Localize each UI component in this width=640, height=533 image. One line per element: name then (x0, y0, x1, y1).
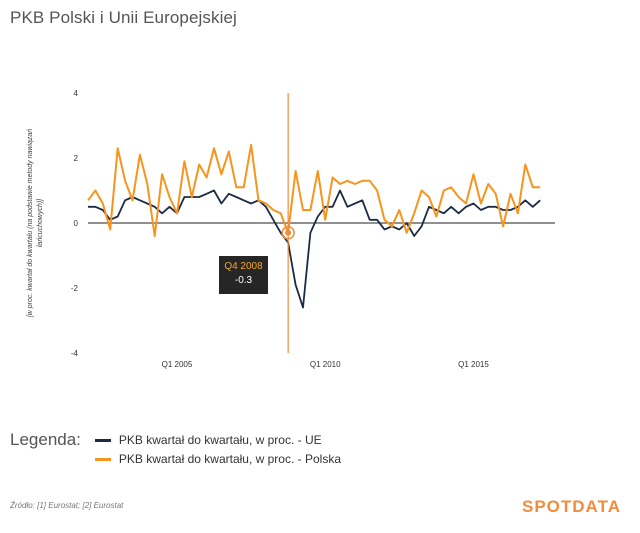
y-tick-label: 0 (74, 219, 79, 228)
legend-swatch-ue (94, 438, 111, 442)
x-tick-label: Q1 2005 (162, 360, 193, 369)
series-layer (87, 144, 541, 309)
x-tick-label: Q1 2015 (458, 360, 489, 369)
chart-title: PKB Polski i Unii Europejskiej (10, 8, 237, 27)
legend-label-polska: PKB kwartał do kwartału, w proc. - Polsk… (118, 452, 341, 466)
brand-logo: SPOTDATA (522, 497, 621, 516)
x-tick-label: Q1 2010 (310, 360, 341, 369)
legend-title: Legenda: (10, 430, 81, 449)
series-line-polska[interactable] (87, 144, 541, 237)
legend-swatch-polska (94, 457, 111, 461)
series-line-ue[interactable] (88, 189, 541, 309)
y-tick-label: -4 (71, 349, 79, 358)
axes: 4 2 0 -2 -4 Q1 2005 Q1 2010 Q1 2015 [w proc. kwa… (27, 89, 555, 369)
y-tick-label: 4 (74, 89, 79, 98)
legend-label-ue: PKB kwartał do kwartału, w proc. - UE (118, 433, 322, 447)
legend-item-polska[interactable]: PKB kwartał do kwartału, w proc. - Polsk… (94, 452, 341, 466)
y-tick-label: -2 (71, 284, 79, 293)
data-tooltip: Q4 2008 -0.3 (219, 256, 268, 294)
highlight-marker[interactable] (285, 229, 292, 236)
highlight-marker-ring (281, 226, 295, 240)
y-tick-label: 2 (74, 154, 79, 163)
legend: Legenda: PKB kwartał do kwartału, w proc… (10, 428, 341, 466)
y-axis-label: [w proc. kwartał do kwartału (na podstaw… (27, 129, 44, 318)
source-note: Źródło: [1] Eurostat; [2] Eurostat (10, 501, 124, 510)
legend-item-ue[interactable]: PKB kwartał do kwartału, w proc. - UE (94, 433, 341, 447)
tooltip-quarter: Q4 2008 (224, 261, 263, 272)
tooltip-value: -0.3 (234, 275, 253, 286)
highlight-layer (281, 93, 295, 353)
